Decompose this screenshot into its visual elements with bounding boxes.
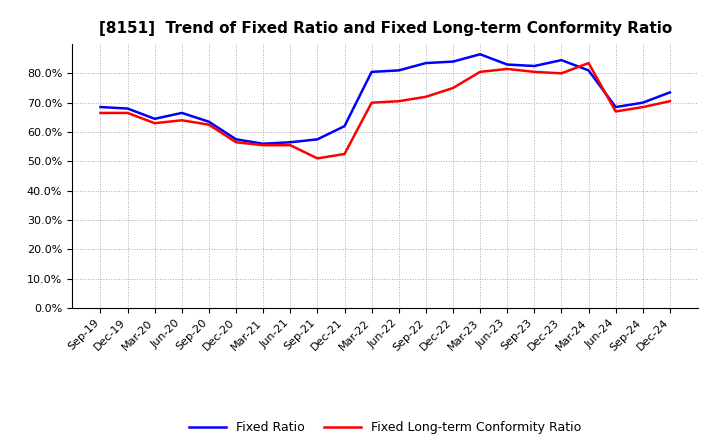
Fixed Long-term Conformity Ratio [395,99,403,104]
Fixed Long-term Conformity Ratio [449,85,457,91]
Fixed Ratio [232,137,240,142]
Fixed Ratio [449,59,457,64]
Fixed Ratio [204,119,213,125]
Fixed Long-term Conformity Ratio [123,110,132,116]
Fixed Long-term Conformity Ratio [367,100,376,105]
Legend: Fixed Ratio, Fixed Long-term Conformity Ratio: Fixed Ratio, Fixed Long-term Conformity … [184,416,587,439]
Line: Fixed Ratio: Fixed Ratio [101,54,670,144]
Fixed Long-term Conformity Ratio [286,143,294,148]
Fixed Long-term Conformity Ratio [476,69,485,74]
Fixed Long-term Conformity Ratio [639,104,647,110]
Fixed Ratio [367,69,376,74]
Fixed Ratio [530,63,539,69]
Fixed Long-term Conformity Ratio [204,122,213,127]
Fixed Ratio [611,104,620,110]
Fixed Long-term Conformity Ratio [259,143,268,148]
Fixed Ratio [286,139,294,145]
Fixed Ratio [313,137,322,142]
Fixed Long-term Conformity Ratio [178,117,186,123]
Fixed Ratio [341,124,349,129]
Fixed Ratio [639,100,647,105]
Fixed Long-term Conformity Ratio [665,99,674,104]
Fixed Long-term Conformity Ratio [557,71,566,76]
Fixed Ratio [421,60,430,66]
Fixed Long-term Conformity Ratio [232,139,240,145]
Fixed Long-term Conformity Ratio [584,60,593,66]
Fixed Long-term Conformity Ratio [341,151,349,157]
Fixed Ratio [123,106,132,111]
Fixed Long-term Conformity Ratio [503,66,511,72]
Fixed Ratio [395,68,403,73]
Fixed Long-term Conformity Ratio [313,156,322,161]
Fixed Ratio [665,90,674,95]
Fixed Ratio [584,68,593,73]
Fixed Ratio [96,104,105,110]
Fixed Ratio [557,58,566,63]
Line: Fixed Long-term Conformity Ratio: Fixed Long-term Conformity Ratio [101,63,670,158]
Fixed Long-term Conformity Ratio [530,69,539,74]
Fixed Ratio [178,110,186,116]
Fixed Long-term Conformity Ratio [421,94,430,99]
Fixed Ratio [259,141,268,147]
Title: [8151]  Trend of Fixed Ratio and Fixed Long-term Conformity Ratio: [8151] Trend of Fixed Ratio and Fixed Lo… [99,21,672,36]
Fixed Long-term Conformity Ratio [611,109,620,114]
Fixed Long-term Conformity Ratio [96,110,105,116]
Fixed Ratio [503,62,511,67]
Fixed Ratio [150,116,159,121]
Fixed Ratio [476,51,485,57]
Fixed Long-term Conformity Ratio [150,121,159,126]
